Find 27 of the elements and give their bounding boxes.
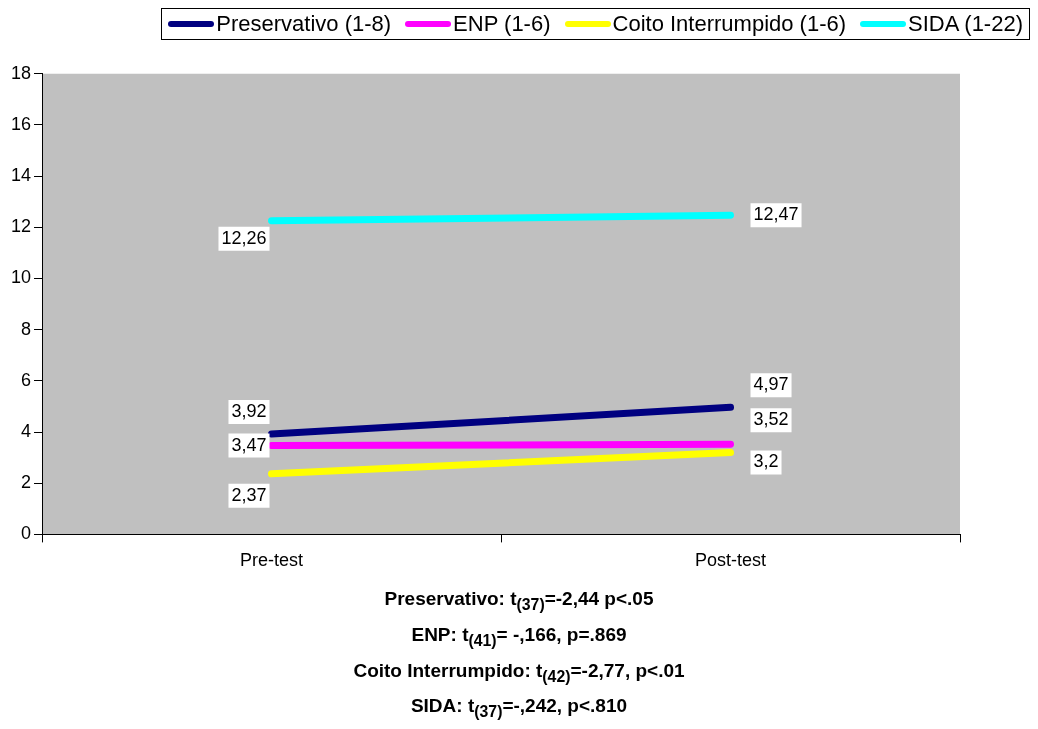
- y-tick-label: 18: [10, 62, 32, 83]
- data-label: 3,92: [231, 401, 267, 422]
- y-tick-label: 10: [10, 267, 32, 288]
- y-tick-label: 4: [21, 421, 32, 442]
- legend-label: ENP (1-6): [452, 11, 551, 37]
- y-tick-label: 8: [21, 318, 32, 339]
- y-tick-label: 2: [21, 472, 32, 493]
- text: Coito Interrumpido: t$_{(42)}$=-2,77, p<.01: [352, 658, 686, 687]
- data-label: 2,37: [231, 484, 267, 505]
- legend-label: Preservativo (1-8): [215, 11, 392, 37]
- x-tick-label: Post-test: [694, 550, 767, 571]
- data-label: 3,2: [753, 451, 779, 472]
- legend-label: Coito Interrumpido (1-6): [611, 11, 847, 37]
- y-tick-label: 16: [10, 113, 32, 134]
- legend-label: SIDA (1-22): [907, 11, 1023, 37]
- y-tick-label: 6: [21, 369, 32, 390]
- data-label: 12,26: [221, 227, 267, 248]
- y-tick-label: 12: [10, 216, 32, 237]
- data-label: 4,97: [753, 374, 789, 395]
- text: ENP: t$_{(41)}$= -,166, p=.869: [410, 622, 628, 651]
- data-label: 12,47: [753, 204, 799, 225]
- y-tick-label: 0: [21, 523, 32, 544]
- text: SIDA: t$_{(37)}$=-,242, p<.810: [409, 694, 629, 723]
- y-tick-label: 14: [10, 165, 32, 186]
- data-label: 3,52: [753, 409, 789, 430]
- x-tick-label: Pre-test: [240, 550, 304, 571]
- text: Preservativo: t$_{(37)}$=-2,44 p<.05: [383, 587, 655, 615]
